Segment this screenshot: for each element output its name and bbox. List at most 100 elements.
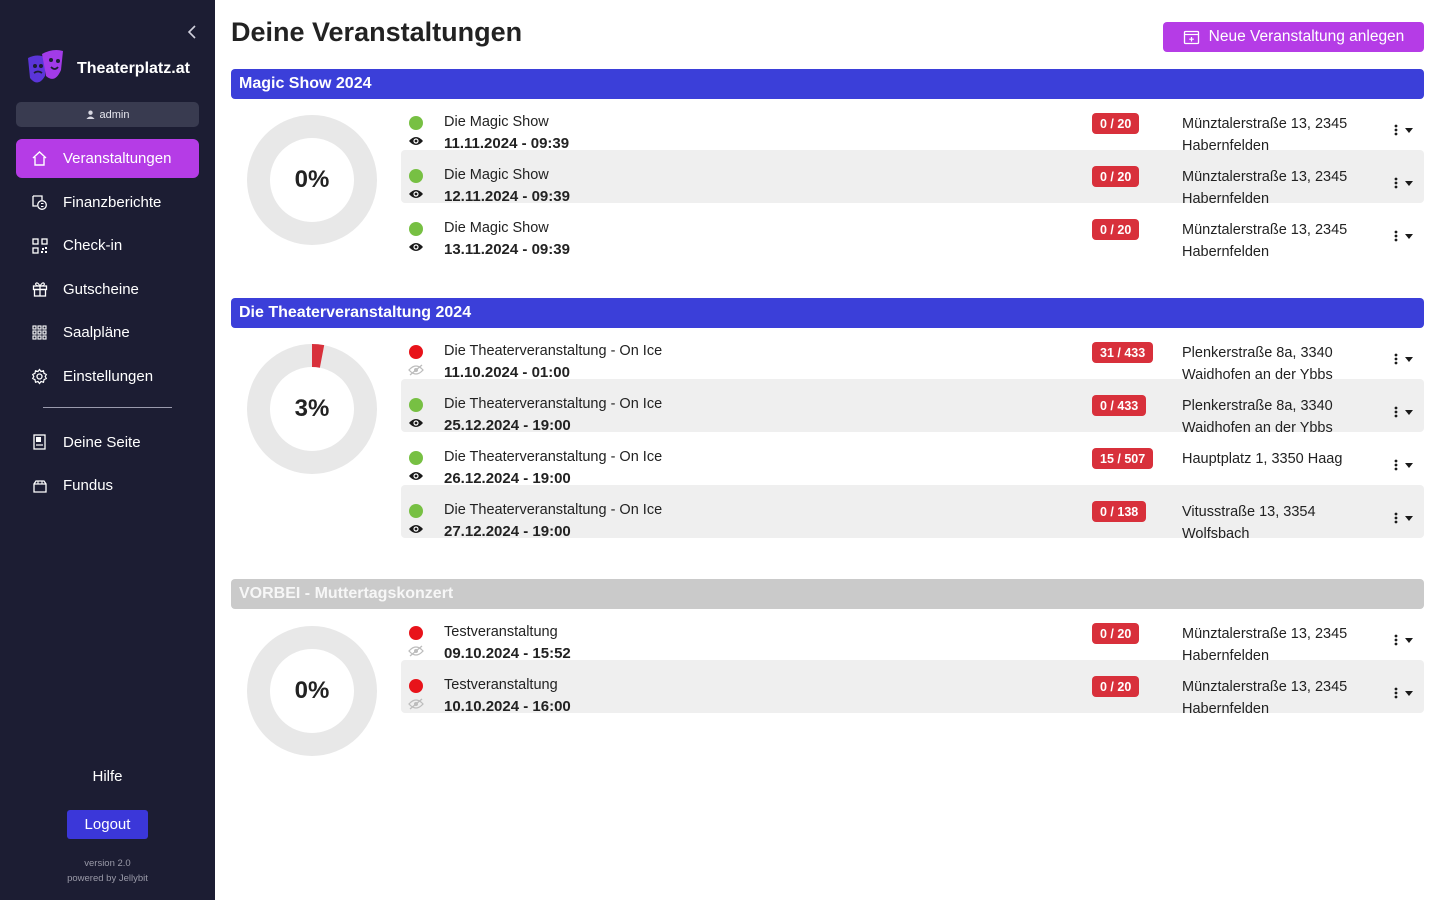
sidebar-item-gutscheine[interactable]: Gutscheine <box>16 270 199 309</box>
new-event-label: Neue Veranstaltung anlegen <box>1208 28 1405 45</box>
sidebar: Theaterplatz.at admin Veranstaltungen Fi… <box>0 0 215 900</box>
status-dot <box>409 626 423 640</box>
donut-chart <box>247 626 377 756</box>
row-actions-menu-icon[interactable] <box>1393 353 1417 365</box>
sidebar-item-veranstaltungen[interactable]: Veranstaltungen <box>16 139 199 178</box>
eye-icon[interactable] <box>408 188 424 200</box>
event-row[interactable]: Die Magic Show 13.11.2024 - 09:39 0 / 20… <box>401 203 1424 260</box>
eye-slash-icon[interactable] <box>408 698 424 710</box>
event-name: Die Magic Show <box>444 114 549 130</box>
chevron-left-icon <box>187 25 196 39</box>
event-address: Münztalerstraße 13, 2345 Habernfelden <box>1182 116 1348 154</box>
sidebar-nav: Veranstaltungen Finanzberichte Check-in … <box>16 139 199 510</box>
new-event-button[interactable]: Neue Veranstaltung anlegen <box>1163 22 1424 52</box>
eye-icon[interactable] <box>408 417 424 429</box>
event-row[interactable]: Die Theaterveranstaltung - On Ice 26.12.… <box>401 432 1424 487</box>
event-row[interactable]: Die Magic Show 12.11.2024 - 09:39 0 / 20… <box>401 150 1424 207</box>
qr-code-icon <box>31 237 48 254</box>
event-date: 10.10.2024 - 16:00 <box>444 698 571 715</box>
event-row[interactable]: Die Theaterveranstaltung - On Ice 11.10.… <box>401 326 1424 383</box>
event-row[interactable]: Testveranstaltung 09.10.2024 - 15:52 0 /… <box>401 607 1424 664</box>
powered-by-label: powered by Jellybit <box>67 873 148 884</box>
event-list: Die Theaterveranstaltung - On Ice 11.10.… <box>401 326 1424 542</box>
event-address: Münztalerstraße 13, 2345 Habernfelden <box>1182 222 1348 260</box>
logout-button[interactable]: Logout <box>67 810 148 839</box>
eye-slash-icon[interactable] <box>408 364 424 376</box>
home-icon <box>31 150 48 167</box>
event-row[interactable]: Die Theaterveranstaltung - On Ice 27.12.… <box>401 485 1424 542</box>
calendar-plus-icon <box>1183 30 1199 45</box>
event-row[interactable]: Testveranstaltung 10.10.2024 - 16:00 0 /… <box>401 660 1424 717</box>
sidebar-item-saalplaene[interactable]: Saalpläne <box>16 313 199 352</box>
sidebar-item-fundus[interactable]: Fundus <box>16 466 199 505</box>
event-name: Testveranstaltung <box>444 677 558 693</box>
event-group-header[interactable]: VORBEI - Muttertagskonzert <box>231 579 1424 609</box>
event-row[interactable]: Die Magic Show 11.11.2024 - 09:39 0 / 20… <box>401 97 1424 154</box>
row-actions-menu-icon[interactable] <box>1393 230 1417 242</box>
event-name: Die Magic Show <box>444 220 549 236</box>
sidebar-item-label: Finanzberichte <box>63 193 162 211</box>
event-list: Die Magic Show 11.11.2024 - 09:39 0 / 20… <box>401 97 1424 260</box>
eye-icon[interactable] <box>408 135 424 147</box>
sidebar-item-label: Veranstaltungen <box>63 150 172 167</box>
status-dot <box>409 504 423 518</box>
brand[interactable]: Theaterplatz.at <box>26 48 190 90</box>
row-actions-menu-icon[interactable] <box>1393 634 1417 646</box>
event-group: Magic Show 2024 0% Die Magic Show 11.11.… <box>231 69 1424 260</box>
sidebar-item-label: Gutscheine <box>63 280 139 298</box>
event-address: Plenkerstraße 8a, 3340 Waidhofen an der … <box>1182 345 1333 383</box>
user-account-button[interactable]: admin <box>16 102 199 127</box>
user-icon <box>85 110 95 119</box>
ticket-sales-donut: 0% <box>247 626 377 756</box>
ticket-count-badge: 0 / 433 <box>1092 395 1147 416</box>
sidebar-item-deine-seite[interactable]: Deine Seite <box>16 423 199 462</box>
brand-name: Theaterplatz.at <box>77 60 190 77</box>
event-row[interactable]: Die Theaterveranstaltung - On Ice 25.12.… <box>401 379 1424 436</box>
ticket-count-badge: 0 / 20 <box>1092 166 1140 187</box>
eye-icon[interactable] <box>408 523 424 535</box>
sidebar-divider <box>43 406 172 408</box>
event-date: 11.10.2024 - 01:00 <box>444 364 570 381</box>
event-list: Testveranstaltung 09.10.2024 - 15:52 0 /… <box>401 607 1424 717</box>
page-icon <box>31 434 48 451</box>
event-address: Vitusstraße 13, 3354 Wolfsbach <box>1182 504 1316 542</box>
status-dot <box>409 222 423 236</box>
event-group-header[interactable]: Magic Show 2024 <box>231 69 1424 99</box>
row-actions-menu-icon[interactable] <box>1393 124 1417 136</box>
event-address: Münztalerstraße 13, 2345 Habernfelden <box>1182 169 1348 207</box>
row-actions-menu-icon[interactable] <box>1393 406 1417 418</box>
eye-slash-icon[interactable] <box>408 645 424 657</box>
event-date: 13.11.2024 - 09:39 <box>444 241 570 258</box>
row-actions-menu-icon[interactable] <box>1393 512 1417 524</box>
collapse-sidebar-button[interactable] <box>183 22 201 42</box>
donut-sold-arc <box>247 344 377 474</box>
event-address: Hauptplatz 1, 3350 Haag <box>1182 451 1343 467</box>
status-dot <box>409 116 423 130</box>
version-label: version 2.0 <box>84 858 131 869</box>
donut-chart <box>247 344 377 474</box>
finance-report-icon <box>31 194 48 211</box>
theater-masks-logo-icon <box>28 50 63 83</box>
sidebar-item-check-in[interactable]: Check-in <box>16 226 199 265</box>
ticket-count-badge: 0 / 20 <box>1092 113 1140 134</box>
eye-icon[interactable] <box>408 241 424 253</box>
sidebar-item-einstellungen[interactable]: Einstellungen <box>16 357 199 396</box>
status-dot <box>409 398 423 412</box>
event-name: Die Theaterveranstaltung - On Ice <box>444 343 663 359</box>
event-group-header[interactable]: Die Theaterveranstaltung 2024 <box>231 298 1424 328</box>
event-date: 27.12.2024 - 19:00 <box>444 523 571 540</box>
gear-icon <box>31 368 48 385</box>
row-actions-menu-icon[interactable] <box>1393 687 1417 699</box>
ticket-sales-donut: 0% <box>247 115 377 245</box>
sidebar-item-finanzberichte[interactable]: Finanzberichte <box>16 183 199 222</box>
row-actions-menu-icon[interactable] <box>1393 459 1417 471</box>
help-link[interactable]: Hilfe <box>92 768 123 785</box>
event-address: Münztalerstraße 13, 2345 Habernfelden <box>1182 679 1348 717</box>
row-actions-menu-icon[interactable] <box>1393 177 1417 189</box>
ticket-count-badge: 0 / 20 <box>1092 623 1140 644</box>
sidebar-item-label: Einstellungen <box>63 367 154 385</box>
eye-icon[interactable] <box>408 470 424 482</box>
event-date: 09.10.2024 - 15:52 <box>444 645 571 662</box>
username-label: admin <box>99 108 130 121</box>
sidebar-item-label: Saalpläne <box>63 324 130 341</box>
